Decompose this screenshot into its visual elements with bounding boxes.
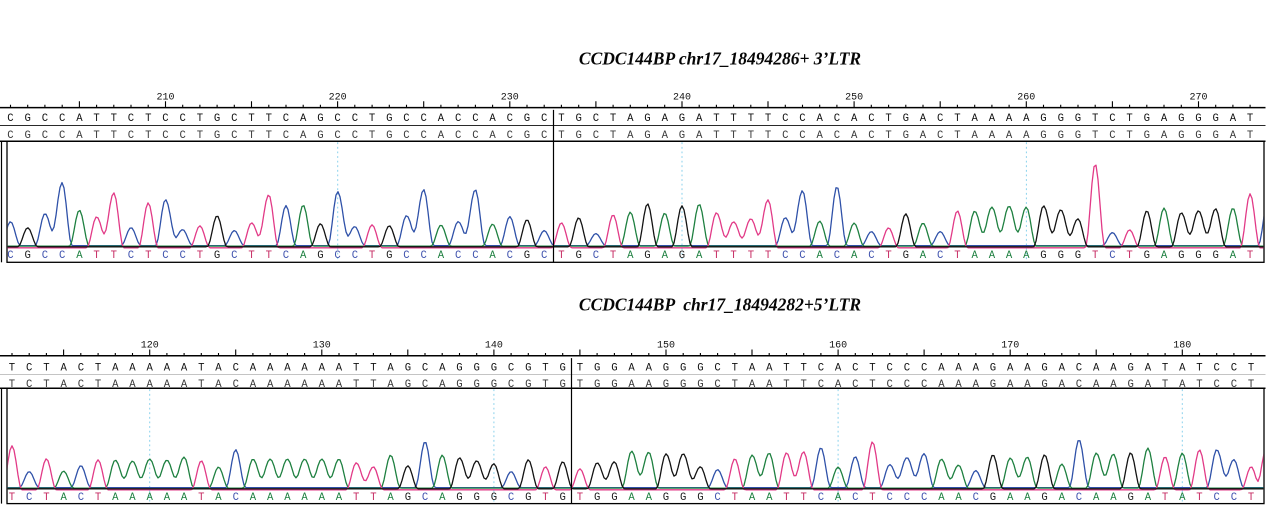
svg-text:CCDC144BP chr17_18494286+ 3’LT: CCDC144BP chr17_18494286+ 3’LTR [579, 48, 861, 68]
svg-text:250: 250 [845, 92, 863, 103]
svg-text:220: 220 [329, 92, 347, 103]
svg-text:210: 210 [156, 92, 174, 103]
svg-text:CCDC144BP chr17_18494282+5’LT: CCDC144BP chr17_18494282+5’LTR [579, 294, 861, 314]
svg-text:CGCCATTCTCCTGCTTCAGCCTGCCACCAC: CGCCATTCTCCTGCTTCAGCCTGCCACCACGCTGCTAGAG… [7, 113, 1253, 125]
svg-text:140: 140 [485, 341, 503, 352]
svg-text:170: 170 [1001, 341, 1019, 352]
svg-text:260: 260 [1017, 92, 1035, 103]
svg-text:230: 230 [501, 92, 519, 103]
svg-text:150: 150 [657, 341, 675, 352]
svg-text:180: 180 [1173, 341, 1191, 352]
svg-text:160: 160 [829, 341, 847, 352]
svg-text:130: 130 [313, 341, 331, 352]
svg-text:240: 240 [673, 92, 691, 103]
svg-text:TCTACTAAAAATACAAAAAATTAGCAGGGC: TCTACTAAAAATACAAAAAATTAGCAGGGCGTGTGGAAGG… [9, 362, 1254, 374]
svg-text:CGCCATTCTCCTGCTTCAGCCTGCCACCAC: CGCCATTCTCCTGCTTCAGCCTGCCACCACGCTGCTAGAG… [7, 130, 1253, 142]
svg-text:120: 120 [141, 341, 159, 352]
svg-text:270: 270 [1189, 92, 1207, 103]
